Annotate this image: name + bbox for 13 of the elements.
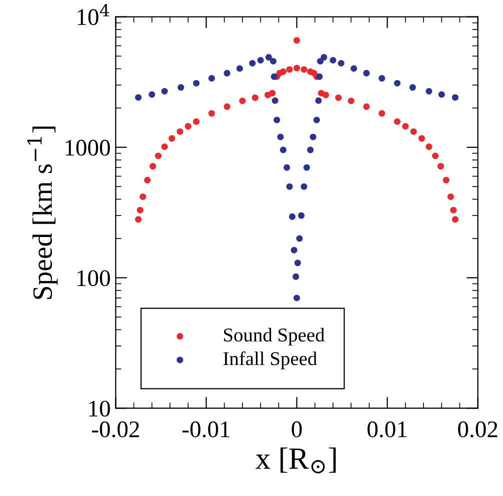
legend-label: Infall Speed — [223, 351, 317, 370]
y-tick-label: 10 — [89, 400, 110, 417]
y-tick-label: 100 — [77, 270, 110, 286]
x-tick-label: -0.02 — [92, 421, 139, 438]
x-axis-title: x [R$_{⊙}$] — [256, 447, 336, 474]
y-tick-label: 10$^{4}$ — [78, 4, 110, 26]
x-tick-label: 0.01 — [368, 421, 407, 438]
y-axis-title: Speed [km s$^{−1}$] — [27, 126, 58, 299]
x-tick-label: -0.01 — [182, 421, 230, 438]
y-tick-label: 1000 — [66, 140, 110, 156]
x-tick-label: 0 — [292, 421, 302, 438]
legend-label: Sound Speed — [224, 328, 325, 346]
x-tick-label: 0.02 — [458, 421, 498, 438]
